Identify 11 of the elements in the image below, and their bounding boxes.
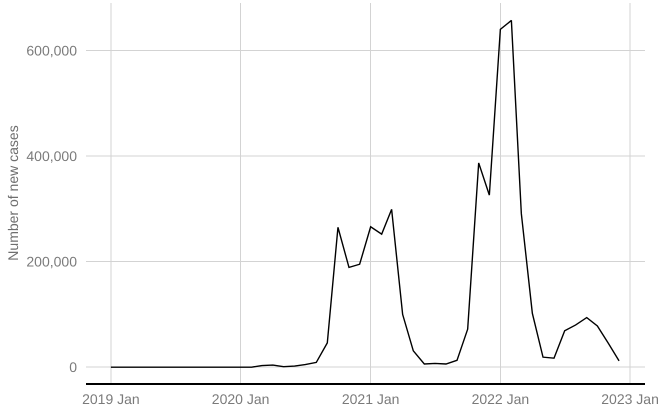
x-tick-label: 2023 Jan [601, 390, 659, 406]
x-tick-label: 2019 Jan [82, 390, 140, 406]
x-tick-label: 2022 Jan [472, 390, 530, 406]
y-tick-label: 400,000 [26, 148, 78, 164]
x-tick-label: 2020 Jan [212, 390, 270, 406]
x-tick-label: 2021 Jan [342, 390, 400, 406]
y-axis-title: Number of new cases [4, 125, 21, 261]
y-tick-label: 200,000 [26, 254, 78, 270]
y-tick-label: 600,000 [26, 42, 78, 58]
line-series [110, 20, 620, 368]
y-tick-label: 0 [69, 359, 78, 376]
